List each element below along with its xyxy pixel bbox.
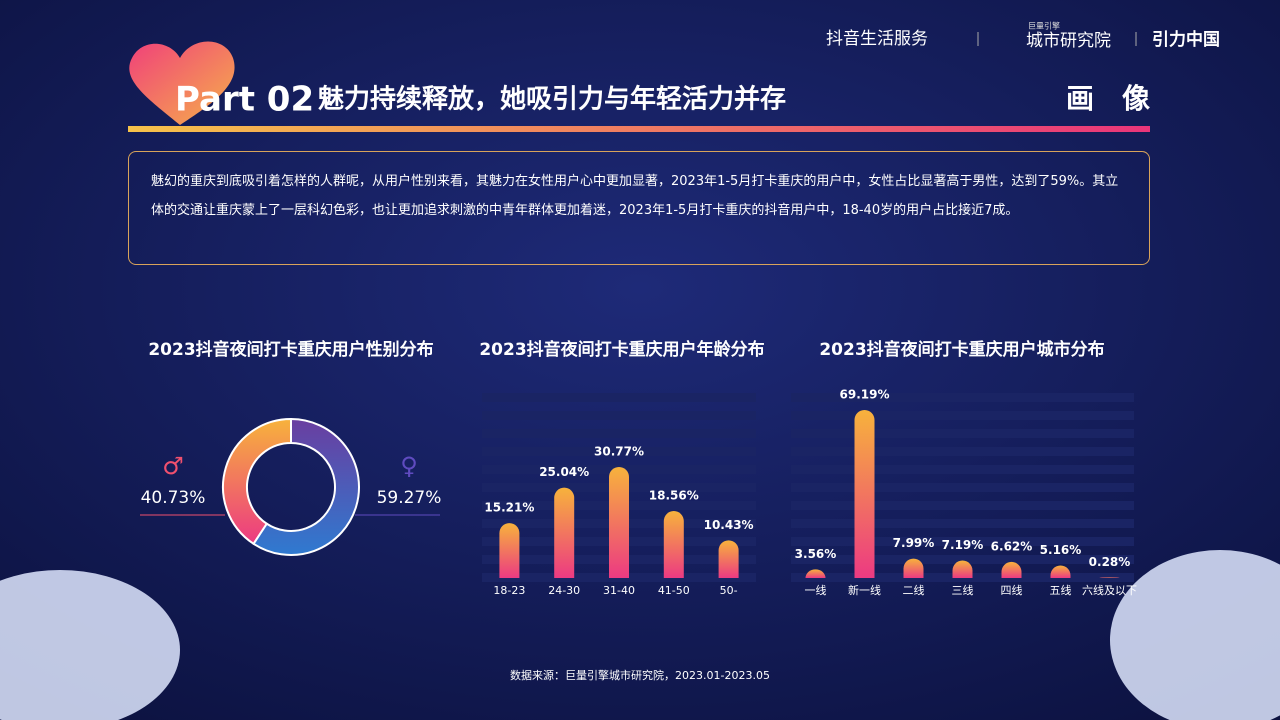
value-label: 15.21%	[484, 501, 534, 515]
value-label: 7.19%	[942, 538, 984, 552]
value-label: 30.77%	[594, 445, 644, 459]
value-label: 3.56%	[795, 547, 837, 561]
bar	[903, 558, 924, 578]
value-label: 10.43%	[704, 518, 754, 532]
panel-stripe	[791, 411, 1134, 420]
value-label: 59.27%	[377, 488, 442, 508]
x-tick-label: 六线及以下	[1082, 583, 1137, 597]
brand: 城市研究院	[1026, 31, 1111, 51]
value-label: 40.73%	[141, 488, 206, 508]
x-tick-label: 五线	[1050, 583, 1072, 597]
panel-stripe	[482, 447, 756, 456]
panel-stripe	[791, 501, 1134, 510]
chart-title: 2023抖音夜间打卡重庆用户城市分布	[819, 339, 1104, 360]
chart-title: 2023抖音夜间打卡重庆用户年龄分布	[479, 339, 764, 360]
value-label: 6.62%	[991, 539, 1033, 553]
brand-small: 巨量引擎	[1028, 21, 1060, 31]
bar	[854, 410, 875, 578]
value-label: 5.16%	[1040, 543, 1082, 557]
section-tag: 画 像	[1066, 82, 1151, 115]
panel-stripe	[482, 393, 756, 402]
bar	[718, 540, 739, 578]
x-tick-label: 新一线	[848, 583, 881, 597]
source: 数据来源：巨量引擎城市研究院，2023.01-2023.05	[510, 668, 770, 682]
panel-stripe	[791, 429, 1134, 438]
x-tick-label: 三线	[952, 583, 974, 597]
title-rule	[128, 126, 1150, 132]
brand: 抖音生活服务	[826, 29, 928, 49]
chart-title: 2023抖音夜间打卡重庆用户性别分布	[148, 339, 433, 360]
panel-stripe	[791, 465, 1134, 474]
x-tick-label: 24-30	[548, 584, 580, 597]
x-tick-label: 50-	[720, 584, 738, 597]
heart-decoration	[129, 41, 235, 125]
value-label: 18.56%	[649, 489, 699, 503]
cloud-decoration	[1110, 550, 1280, 720]
x-tick-label: 31-40	[603, 584, 635, 597]
bar	[1050, 565, 1071, 578]
panel-stripe	[791, 555, 1134, 564]
pie-slice	[222, 417, 292, 546]
value-label: 69.19%	[840, 388, 890, 402]
bar	[952, 560, 973, 578]
panel-stripe	[791, 447, 1134, 456]
bar	[805, 569, 826, 578]
value-label: 0.28%	[1089, 555, 1131, 569]
panel-stripe	[791, 393, 1134, 402]
x-tick-label: 一线	[805, 583, 827, 597]
x-tick-label: 二线	[903, 583, 925, 597]
bar	[499, 523, 520, 578]
bar	[663, 511, 684, 578]
brand: 引力中国	[1152, 29, 1220, 50]
page-title: 魅力持续释放，她吸引力与年轻活力并存	[318, 84, 786, 115]
panel-stripe	[791, 519, 1134, 528]
pie-slice	[252, 417, 360, 556]
bar	[609, 467, 629, 578]
x-tick-label: 四线	[1001, 583, 1023, 597]
bar	[1099, 577, 1120, 578]
x-tick-label: 18-23	[493, 584, 525, 597]
intro-box: 魅幻的重庆到底吸引着怎样的人群呢，从用户性别来看，其魅力在女性用户心中更加显著，…	[128, 151, 1150, 265]
x-tick-label: 41-50	[658, 584, 690, 597]
panel-stripe	[791, 483, 1134, 492]
bar	[1001, 561, 1022, 578]
panel-stripe	[482, 429, 756, 438]
panel-stripe	[482, 411, 756, 420]
value-label: 25.04%	[539, 465, 589, 479]
part-label: Part 02	[175, 80, 314, 120]
legend-symbol: ♂	[162, 452, 184, 480]
panel-stripe	[791, 537, 1134, 546]
cloud-decoration	[0, 570, 180, 720]
bar	[554, 487, 575, 578]
value-label: 7.99%	[893, 536, 935, 550]
legend-symbol: ♀	[400, 452, 418, 480]
